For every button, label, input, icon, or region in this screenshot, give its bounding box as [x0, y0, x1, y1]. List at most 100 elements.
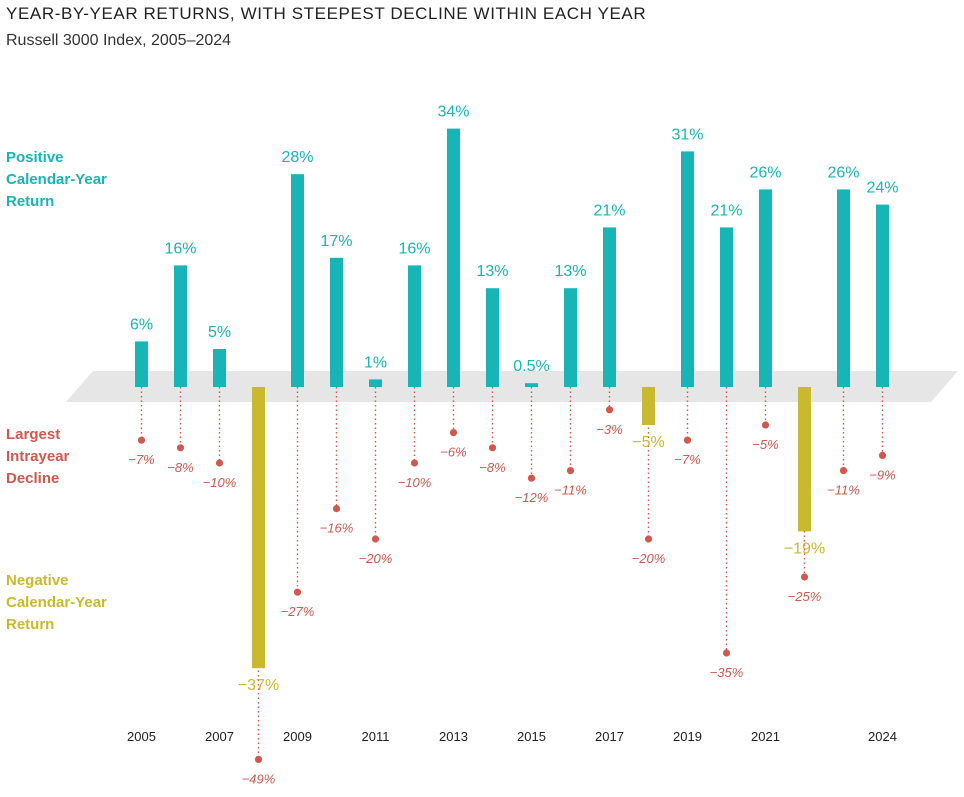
decline-dot-2016 [566, 467, 575, 475]
decline-label-2016: −11% [554, 483, 587, 498]
bar-2020 [720, 227, 733, 387]
decline-label-2005: −7% [128, 452, 154, 467]
bar-2016 [564, 288, 577, 387]
x-tick-2009: 2009 [283, 729, 312, 744]
decline-dot-2014 [488, 444, 497, 452]
decline-label-2009: −27% [281, 604, 315, 619]
return-label-2023: 26% [827, 164, 859, 181]
return-label-2006: 16% [164, 240, 196, 257]
decline-dot-2011 [371, 535, 380, 543]
return-label-2020: 21% [710, 202, 742, 219]
legend-negative-line-2: Calendar-Year [6, 594, 107, 611]
return-label-2019: 31% [671, 126, 703, 143]
decline-dot-2017 [605, 406, 614, 414]
decline-dot-2015 [527, 474, 536, 482]
return-label-2024: 24% [866, 180, 898, 197]
legend-intrayear-decline: Largest Intrayear Decline [6, 424, 126, 490]
return-label-2008: −37% [238, 677, 279, 694]
decline-label-2019: −7% [674, 452, 700, 467]
chart-subtitle: Russell 3000 Index, 2005–2024 [6, 32, 232, 49]
decline-dot-2022 [800, 573, 809, 581]
decline-label-2013: −6% [440, 445, 466, 460]
bar-2006 [174, 265, 187, 387]
bar-2012 [408, 265, 421, 387]
decline-dot-2013 [449, 429, 458, 437]
legend-positive-line-3: Return [6, 193, 55, 210]
return-label-2013: 34% [437, 104, 469, 121]
bar-2009 [291, 174, 304, 387]
decline-dot-2005 [137, 436, 146, 444]
decline-dot-2020 [722, 649, 731, 657]
decline-label-2010: −16% [320, 521, 354, 536]
return-label-2011: 1% [364, 354, 387, 371]
x-tick-2011: 2011 [362, 729, 390, 744]
decline-label-2021: −5% [752, 437, 778, 452]
return-label-2012: 16% [398, 240, 430, 257]
decline-dot-2019 [683, 436, 692, 444]
bar-2024 [876, 204, 889, 387]
return-label-2005: 6% [130, 316, 153, 333]
decline-label-2023: −11% [827, 483, 860, 498]
decline-label-2012: −10% [398, 475, 432, 490]
return-label-2007: 5% [208, 324, 231, 341]
return-label-2018: −5% [632, 434, 664, 451]
decline-label-2006: −8% [167, 460, 193, 475]
x-tick-2019: 2019 [673, 729, 702, 744]
return-label-2016: 13% [554, 263, 586, 280]
decline-label-2018: −20% [632, 551, 666, 566]
x-tick-2015: 2015 [517, 729, 546, 744]
x-tick-2021: 2021 [751, 729, 780, 744]
decline-label-2017: −3% [596, 422, 622, 437]
decline-dot-2010 [332, 505, 341, 513]
x-tick-2013: 2013 [439, 729, 468, 744]
bar-2017 [603, 227, 616, 387]
decline-label-2024: −9% [869, 467, 895, 482]
decline-dot-2012 [410, 459, 419, 467]
decline-dot-2009 [293, 588, 302, 596]
return-label-2009: 28% [281, 149, 313, 166]
legend-positive-line-1: Positive [6, 149, 64, 166]
legend-positive-return: Positive Calendar-Year Return [6, 147, 126, 213]
decline-label-2020: −35% [710, 665, 744, 680]
bar-2019 [681, 151, 694, 387]
decline-dot-2023 [839, 467, 848, 475]
legend-positive-line-2: Calendar-Year [6, 171, 107, 188]
bar-2022 [798, 387, 811, 532]
bar-2021 [759, 189, 772, 387]
legend-decline-line-2: Intrayear [6, 448, 70, 465]
decline-label-2008: −49% [242, 771, 276, 786]
x-tick-2017: 2017 [595, 729, 624, 744]
bar-2005 [135, 341, 148, 387]
decline-label-2014: −8% [479, 460, 505, 475]
bar-2007 [213, 349, 226, 387]
bar-2008 [252, 387, 265, 669]
decline-dot-2008 [254, 755, 263, 764]
decline-dot-2007 [215, 459, 224, 467]
bar-2010 [330, 257, 343, 387]
decline-label-2011: −20% [359, 551, 393, 566]
decline-dot-2024 [878, 451, 887, 459]
return-label-2014: 13% [476, 263, 508, 280]
bar-2018 [642, 387, 655, 425]
decline-label-2007: −10% [203, 475, 237, 490]
x-tick-2007: 2007 [205, 729, 234, 744]
return-label-2017: 21% [593, 202, 625, 219]
return-label-2010: 17% [320, 233, 352, 250]
bar-2011 [369, 379, 382, 387]
baseline-band [66, 371, 958, 402]
bar-2023 [837, 189, 850, 387]
legend-negative-line-3: Return [6, 616, 55, 633]
x-tick-2024: 2024 [868, 729, 897, 744]
decline-dot-2021 [761, 421, 770, 429]
return-label-2022: −19% [784, 540, 825, 557]
decline-label-2015: −12% [515, 490, 549, 505]
decline-dot-2006 [176, 444, 185, 452]
return-label-2021: 26% [749, 164, 781, 181]
legend-negative-line-1: Negative [6, 572, 69, 589]
legend-decline-line-1: Largest [6, 426, 61, 443]
decline-label-2022: −25% [788, 589, 822, 604]
bar-2015 [525, 383, 538, 387]
x-tick-2005: 2005 [127, 729, 156, 744]
bar-2014 [486, 288, 499, 387]
